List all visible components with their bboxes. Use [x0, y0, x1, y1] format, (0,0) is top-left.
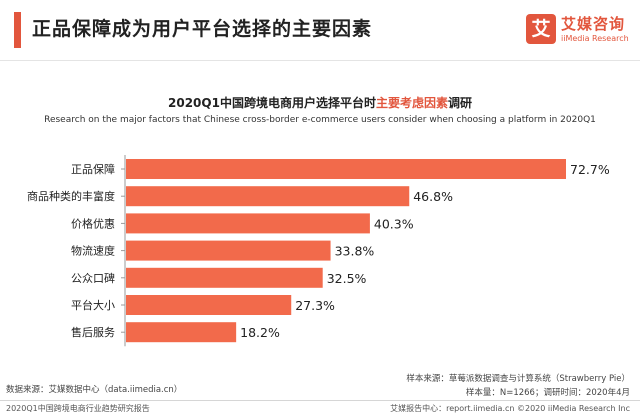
bar — [126, 240, 331, 261]
report-name: 2020Q1中国跨境电商行业趋势研究报告 — [6, 404, 150, 413]
sample-size: 样本量：N=1266；调研时间：2020年4月 — [465, 388, 630, 398]
chart-subtitle: Research on the major factors that Chine… — [44, 115, 596, 125]
sample-info: 样本来源：草莓派数据调查与计算系统（Strawberry Pie） 样本量：N=… — [406, 372, 630, 400]
value-label: 32.5% — [327, 271, 367, 286]
title-accent-bar — [14, 12, 21, 48]
logo-english-name: iiMedia Research — [561, 34, 629, 43]
chart-title: 2020Q1中国跨境电商用户选择平台时主要考虑因素调研 — [0, 94, 640, 111]
category-label: 平台大小 — [71, 298, 115, 312]
page-title: 正品保障成为用户平台选择的主要因素 — [32, 18, 373, 40]
chart-title-prefix: 2020Q1中国跨境电商用户选择平台时 — [168, 96, 376, 110]
bar — [126, 267, 323, 288]
chart-title-suffix: 调研 — [447, 96, 472, 110]
value-label: 18.2% — [240, 325, 280, 340]
category-label: 物流速度 — [71, 244, 115, 258]
bar — [126, 186, 410, 207]
bar — [126, 159, 566, 179]
category-label: 商品种类的丰富度 — [27, 189, 115, 203]
value-label: 33.8% — [335, 244, 375, 259]
footer-divider — [0, 400, 640, 401]
value-label: 27.3% — [295, 298, 335, 313]
category-label: 正品保障 — [71, 162, 115, 176]
logo-chinese-name: 艾媒咨询 — [561, 15, 626, 33]
value-label: 40.3% — [374, 216, 414, 231]
data-source: 数据来源：艾媒数据中心（data.iimedia.cn） — [6, 385, 183, 395]
bar — [126, 322, 237, 343]
category-label: 价格优惠 — [71, 216, 115, 230]
logo-mark: 艾 — [526, 14, 556, 44]
category-label: 公众口碑 — [71, 272, 115, 285]
iimedia-logo: 艾 艾媒咨询 iiMedia Research — [526, 10, 632, 50]
header-divider — [0, 60, 640, 61]
value-label: 72.7% — [570, 162, 610, 177]
bar — [126, 213, 370, 234]
sample-source: 样本来源：草莓派数据调查与计算系统（Strawberry Pie） — [406, 374, 630, 384]
chart-title-highlight: 主要考虑因素 — [375, 96, 448, 110]
report-center: 艾媒报告中心：report.iimedia.cn ©2020 iiMedia R… — [390, 404, 630, 413]
value-label: 46.8% — [413, 189, 453, 204]
bar — [126, 295, 292, 315]
category-label: 售后服务 — [71, 325, 115, 339]
